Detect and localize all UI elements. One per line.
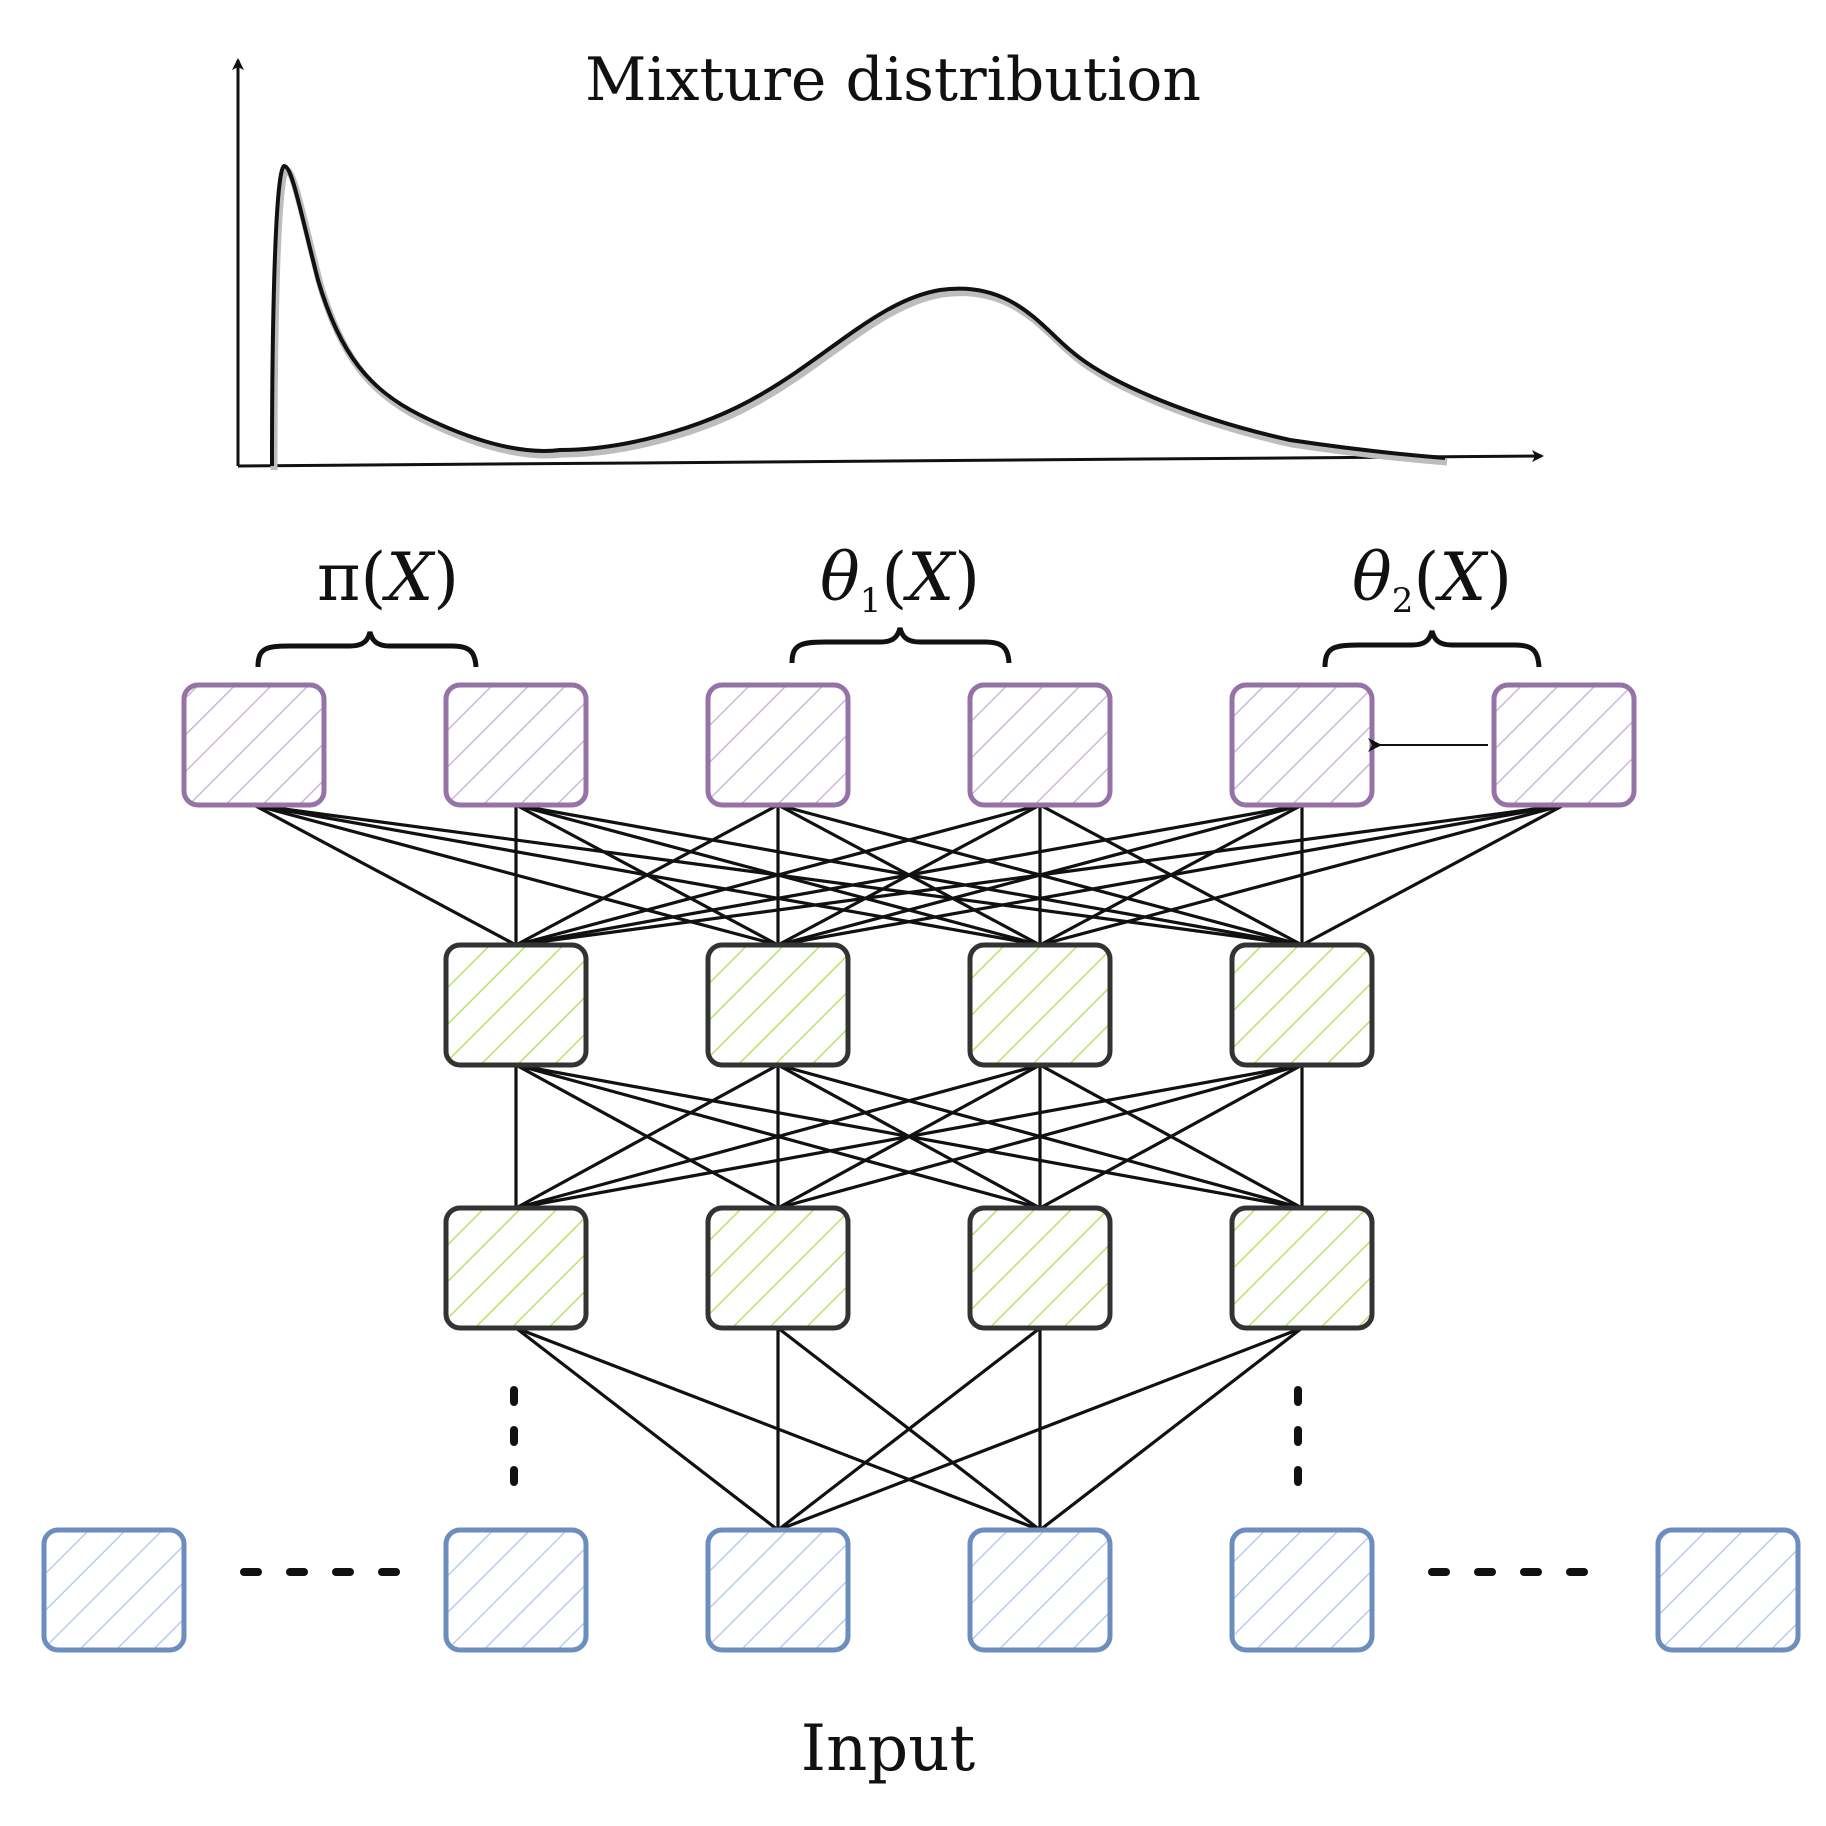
hidden-layer2-node-3 — [967, 1205, 1113, 1331]
connection-line — [515, 803, 1565, 947]
input-node-3 — [705, 1527, 851, 1653]
input-node-2 — [443, 1527, 589, 1653]
svg-text:π(X): π(X) — [317, 539, 459, 616]
hidden-layer2-node-1 — [443, 1205, 589, 1331]
curly-brace-icon — [789, 627, 1012, 664]
plot-x-axis — [237, 450, 1544, 468]
output-node-2 — [443, 682, 589, 808]
connection-line — [515, 1326, 779, 1532]
input-node-1 — [41, 1527, 187, 1653]
curly-brace-icon — [255, 631, 479, 668]
connection-line — [515, 1326, 1041, 1532]
output-label-theta1: θ1(X) — [789, 539, 1012, 664]
input-node-4 — [967, 1527, 1113, 1653]
theta2-arg: X — [1434, 539, 1489, 616]
curly-brace-icon — [1322, 630, 1542, 668]
output-label-pi: π(X) — [255, 539, 479, 668]
svg-text:θ2(X): θ2(X) — [1352, 539, 1512, 621]
theta1-subscript: 1 — [860, 581, 882, 621]
connection-line — [515, 803, 1041, 947]
connection-line — [515, 1063, 779, 1210]
output-label-theta2: θ2(X) — [1322, 539, 1542, 668]
hidden-layer1-node-3 — [967, 942, 1113, 1068]
hidden-layer2-node-2 — [705, 1205, 851, 1331]
hidden-layer1-node-4 — [1229, 942, 1375, 1068]
input-node-5 — [1229, 1527, 1375, 1653]
connection-line — [515, 803, 779, 947]
connection-line — [1039, 803, 1565, 947]
connection-line — [515, 803, 1303, 947]
plot-title: Mixture distribution — [585, 45, 1201, 115]
mixture-plot: Mixture distribution — [232, 45, 1544, 471]
density-curve — [270, 163, 1446, 467]
output-node-5 — [1229, 682, 1375, 808]
connection-line — [1039, 1063, 1303, 1210]
connection-line — [1301, 803, 1565, 947]
hidden-layer1-node-2 — [705, 942, 851, 1068]
theta2-subscript: 2 — [1392, 581, 1414, 621]
nodes — [41, 682, 1801, 1653]
density-curve-shadow — [270, 166, 1448, 471]
connection-line — [515, 1063, 1041, 1210]
hidden-layer1-node-1 — [443, 942, 589, 1068]
theta1-symbol: θ — [820, 539, 860, 616]
theta2-symbol: θ — [1352, 539, 1392, 616]
input-label: Input — [801, 1712, 976, 1786]
connection-line — [777, 803, 1565, 947]
connection-line — [253, 803, 517, 947]
connection-line — [777, 1326, 1041, 1532]
connections — [253, 803, 1565, 1532]
connection-line — [777, 1063, 1303, 1210]
input-node-6 — [1655, 1527, 1801, 1653]
hidden-layer2-node-4 — [1229, 1205, 1375, 1331]
pi-symbol: π — [317, 539, 360, 616]
theta1-arg: X — [902, 539, 957, 616]
output-node-3 — [705, 682, 851, 808]
connection-line — [515, 1063, 1303, 1210]
pi-arg: X — [381, 539, 436, 616]
output-node-4 — [967, 682, 1113, 808]
output-node-1 — [181, 682, 327, 808]
output-node-6 — [1491, 682, 1637, 808]
svg-text:θ1(X): θ1(X) — [820, 539, 980, 621]
connection-line — [1039, 1326, 1303, 1532]
